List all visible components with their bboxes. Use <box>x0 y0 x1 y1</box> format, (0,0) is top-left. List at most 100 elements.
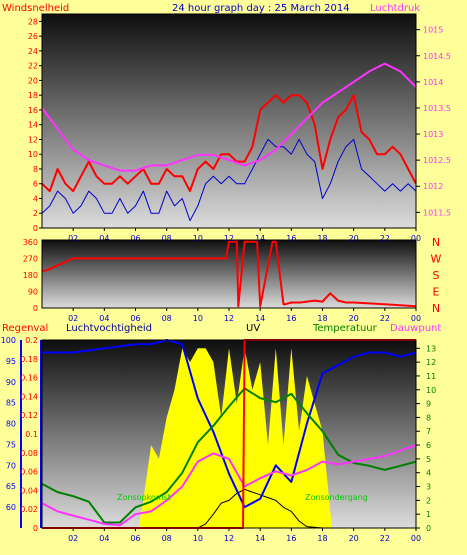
dewpoint-series <box>41 444 417 527</box>
wind-direction-tick: 270 <box>23 254 38 263</box>
panel3-border <box>41 339 417 529</box>
legend-humidity: Luchtvochtigheid <box>66 323 152 334</box>
legend-uv: UV <box>246 323 260 334</box>
wind-speed-tick: 10 <box>28 150 38 159</box>
uv-tick: 12 <box>426 358 436 367</box>
uv-tick: 2 <box>426 496 431 505</box>
wind-speed-tick: 24 <box>28 47 38 56</box>
pressure-label: Luchtdruk <box>370 3 420 14</box>
wind-speed-tick: 2 <box>33 209 38 218</box>
hour-tick-label: 22 <box>380 234 390 243</box>
hour-tick-label: 14 <box>255 234 265 243</box>
hour-tick-label: 02 <box>68 314 78 323</box>
hour-tick-label: 20 <box>349 534 359 543</box>
wind-speed-tick: 14 <box>28 121 38 130</box>
humidity-tick: 85 <box>6 399 16 408</box>
humidity-tick: 60 <box>6 503 16 512</box>
compass-label: W <box>431 252 442 265</box>
hour-tick-label: 22 <box>380 314 390 323</box>
uv-tick: 1 <box>426 510 431 519</box>
wind-speed-tick: 0 <box>33 224 38 233</box>
pressure-tick: 1011.5 <box>423 208 451 217</box>
hour-tick-label: 12 <box>224 234 234 243</box>
humidity-tick: 100 <box>1 336 16 345</box>
pressure-tick: 1012.5 <box>423 156 451 165</box>
hour-tick-label: 12 <box>224 534 234 543</box>
legend-rain: Regenval <box>2 323 48 334</box>
hour-tick-label: 06 <box>130 534 140 543</box>
pressure-tick: 1014 <box>423 78 443 87</box>
hour-tick-label: 04 <box>99 534 109 543</box>
hour-tick-label: 18 <box>317 234 327 243</box>
wind-direction-tick: 180 <box>23 271 38 280</box>
wind-speed-tick: 12 <box>28 135 38 144</box>
wind-speed-tick: 8 <box>33 165 38 174</box>
panel2-plot <box>41 240 417 308</box>
uv-tick: 11 <box>426 372 436 381</box>
rain-tick: 0.18 <box>20 355 38 364</box>
hour-tick-label: 18 <box>317 534 327 543</box>
wind-speed-tick: 26 <box>28 32 38 41</box>
pressure-tick: 1013.5 <box>423 104 451 113</box>
hour-tick-label: 08 <box>162 314 172 323</box>
sunrise-annotation: Zonsopkomst <box>117 493 171 502</box>
wind-speed-tick: 4 <box>33 194 38 203</box>
temperature-series <box>41 387 417 524</box>
rain-tick: 0.2 <box>25 336 38 345</box>
humidity-tick: 75 <box>6 440 16 449</box>
hour-tick-label: 02 <box>68 234 78 243</box>
pressure-tick: 1012 <box>423 182 443 191</box>
wind-speed-tick: 28 <box>28 17 38 26</box>
rain-tick: 0 <box>33 524 38 533</box>
wind-speed-tick: 20 <box>28 76 38 85</box>
humidity-series <box>42 339 417 509</box>
pressure-series <box>41 62 417 172</box>
rain-tick: 0.04 <box>20 486 38 495</box>
uv-tick: 4 <box>426 469 431 478</box>
hour-tick-label: 06 <box>130 234 140 243</box>
hour-tick-label: 20 <box>349 314 359 323</box>
humidity-tick: 90 <box>6 378 16 387</box>
rain-tick: 0.02 <box>20 505 38 514</box>
panel2-border <box>41 239 417 309</box>
hour-tick-label: 00 <box>411 534 421 543</box>
compass-label: N <box>432 236 440 249</box>
pressure-tick: 1014.5 <box>423 52 451 61</box>
pressure-tick: 1015 <box>423 26 443 35</box>
hour-tick-label: 10 <box>193 534 203 543</box>
uv-tick: 0 <box>426 524 431 533</box>
hour-tick-label: 06 <box>130 314 140 323</box>
humidity-tick: 65 <box>6 482 16 491</box>
wind-direction-tick: 360 <box>23 238 38 247</box>
panel2-background <box>42 240 416 308</box>
graph-title: 24 hour graph day : 25 March 2014 <box>172 3 350 14</box>
hour-tick-label: 22 <box>380 534 390 543</box>
humidity-tick: 80 <box>6 420 16 429</box>
panel1-background <box>42 14 416 228</box>
compass-label: N <box>432 302 440 315</box>
uv-tick: 7 <box>426 427 431 436</box>
hour-tick-label: 00 <box>411 314 421 323</box>
hour-tick-label: 14 <box>255 534 265 543</box>
pressure-tick: 1013 <box>423 130 443 139</box>
wind-direction-series <box>41 240 417 308</box>
axes-layer: 02468101214161820222426281011.510121012.… <box>1 17 451 543</box>
hour-tick-label: 16 <box>286 314 296 323</box>
rain-tick: 0.06 <box>20 468 38 477</box>
hour-tick-label: 20 <box>349 234 359 243</box>
hour-tick-label: 00 <box>411 234 421 243</box>
hour-tick-label: 12 <box>224 314 234 323</box>
panel1-plot <box>41 62 417 222</box>
wind-speed-tick: 18 <box>28 91 38 100</box>
wind-gust-series <box>41 138 417 222</box>
rain-tick: 0.1 <box>25 430 38 439</box>
hour-tick-label: 10 <box>193 314 203 323</box>
wind-direction-tick: 0 <box>33 304 38 313</box>
uv-tick: 8 <box>426 413 431 422</box>
rain-tick: 0.12 <box>20 411 38 420</box>
hour-tick-label: 14 <box>255 314 265 323</box>
wind-direction-tick: 90 <box>28 287 38 296</box>
hour-tick-label: 04 <box>99 234 109 243</box>
